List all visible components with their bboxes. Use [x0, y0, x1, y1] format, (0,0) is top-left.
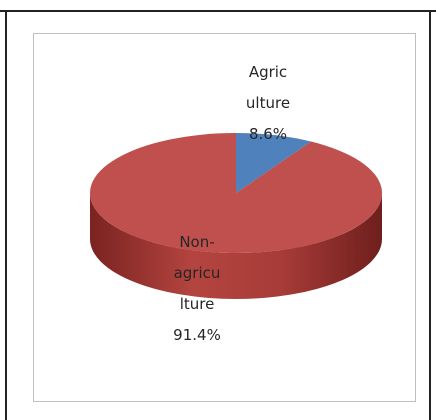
- slice-side: [90, 193, 382, 299]
- pie-slice: [89, 133, 382, 253]
- category-label: Non-agriculture: [173, 233, 221, 313]
- value-label: 91.4%: [173, 326, 221, 344]
- data-label: Non-agriculture 91.4%: [173, 227, 221, 351]
- frame: [5, 10, 431, 420]
- pie-slice: [236, 133, 312, 193]
- plot-area: [33, 33, 416, 402]
- data-label: Agriculture 8.6%: [245, 57, 291, 150]
- value-label: 8.6%: [248, 125, 288, 143]
- category-label: Agriculture: [245, 63, 291, 112]
